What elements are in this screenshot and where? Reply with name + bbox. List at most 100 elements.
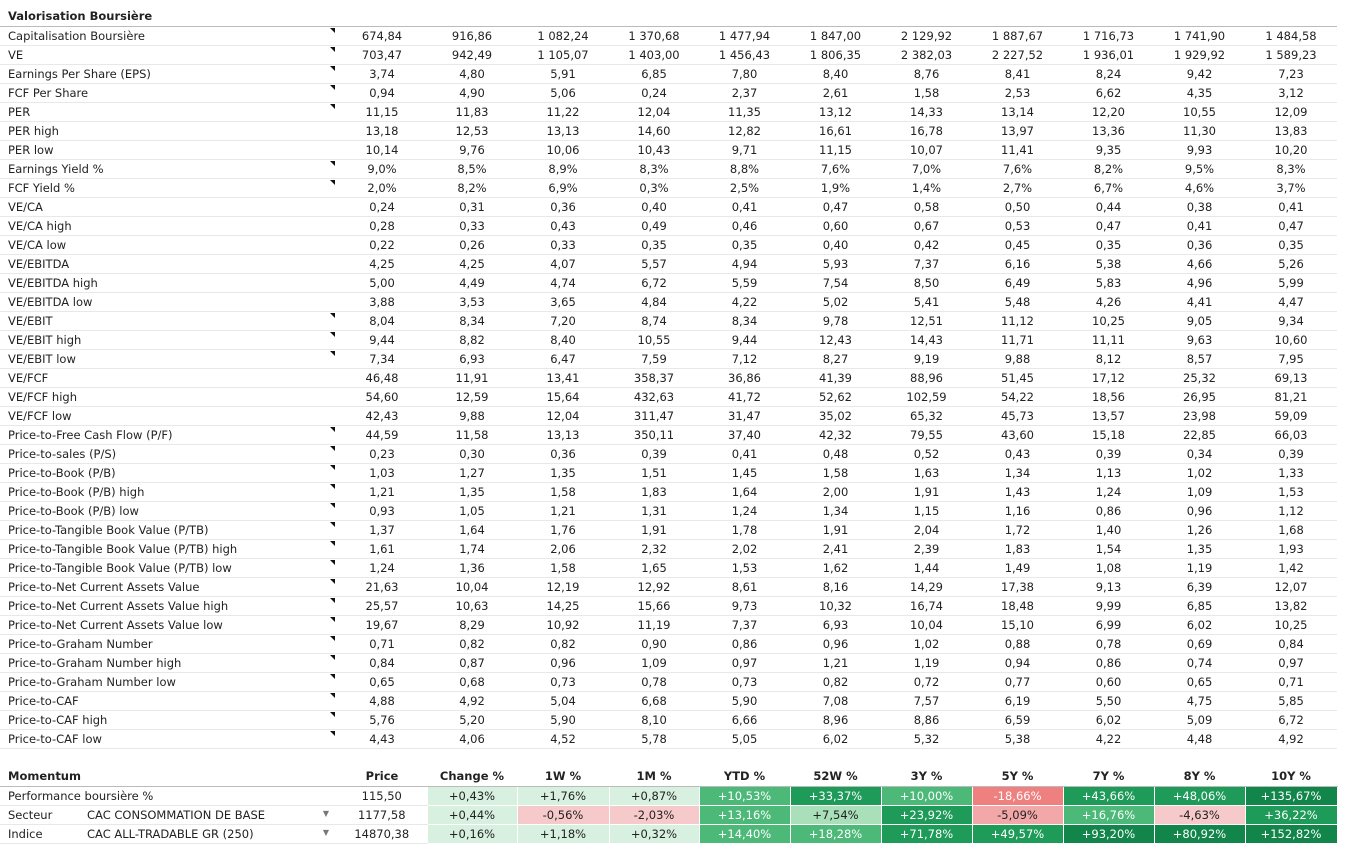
comment-indicator-icon[interactable] bbox=[330, 427, 335, 432]
performance-cell: -4,63% bbox=[1154, 805, 1245, 824]
value-cell: 0,86 bbox=[699, 634, 790, 653]
comment-indicator-icon[interactable] bbox=[330, 28, 335, 33]
value-cell: 1,09 bbox=[1154, 482, 1245, 501]
row-label-text: VE/FCF high bbox=[8, 390, 77, 404]
value-cell: 2,39 bbox=[881, 539, 972, 558]
row-label: Earnings Per Share (EPS) bbox=[0, 64, 337, 83]
value-cell: 1 806,35 bbox=[790, 45, 881, 64]
value-cell: 0,71 bbox=[1245, 672, 1337, 691]
comment-indicator-icon[interactable] bbox=[330, 541, 335, 546]
row-label-text: Price-to-Graham Number high bbox=[8, 656, 181, 670]
comment-indicator-icon[interactable] bbox=[330, 693, 335, 698]
comment-indicator-icon[interactable] bbox=[330, 85, 335, 90]
value-cell: 52,62 bbox=[790, 387, 881, 406]
comment-indicator-icon[interactable] bbox=[330, 674, 335, 679]
row-label-text: Price-to-Tangible Book Value (P/TB) low bbox=[8, 561, 232, 575]
value-cell: 4,22 bbox=[1063, 729, 1154, 748]
value-cell: 1,58 bbox=[790, 463, 881, 482]
comment-indicator-icon[interactable] bbox=[330, 655, 335, 660]
value-cell: 0,31 bbox=[427, 197, 517, 216]
comment-indicator-icon[interactable] bbox=[330, 522, 335, 527]
valuation-row: VE/EBITDA 4,25 4,25 4,07 5,57 4,94 5,93 7,37 6,1… bbox=[0, 254, 1337, 273]
value-cell: 11,11 bbox=[1063, 330, 1154, 349]
value-cell: 9,78 bbox=[790, 311, 881, 330]
comment-indicator-icon[interactable] bbox=[330, 351, 335, 356]
value-cell: 1 847,00 bbox=[790, 26, 881, 45]
value-cell: 9,44 bbox=[699, 330, 790, 349]
comment-indicator-icon[interactable] bbox=[330, 598, 335, 603]
value-cell: 5,38 bbox=[972, 729, 1063, 748]
value-cell: 8,3% bbox=[1245, 159, 1337, 178]
comment-indicator-icon[interactable] bbox=[330, 332, 335, 337]
comment-indicator-icon[interactable] bbox=[330, 180, 335, 185]
momentum-header-cell: YTD % bbox=[699, 767, 790, 786]
row-label-text: Price-to-Graham Number bbox=[8, 637, 153, 651]
row-label-text: VE/FCF bbox=[8, 371, 48, 385]
value-cell: 5,78 bbox=[609, 729, 699, 748]
value-cell: 0,86 bbox=[1063, 501, 1154, 520]
value-cell: 19,67 bbox=[337, 615, 427, 634]
value-cell: 10,60 bbox=[1245, 330, 1337, 349]
comment-indicator-icon[interactable] bbox=[330, 712, 335, 717]
value-cell: 1 370,68 bbox=[609, 26, 699, 45]
row-label-text: Price-to-Book (P/B) low bbox=[8, 504, 139, 518]
momentum-row-label[interactable]: Secteur CAC CONSOMMATION DE BASE ▼ bbox=[0, 805, 337, 824]
value-cell: 4,48 bbox=[1154, 729, 1245, 748]
row-label-text: VE/EBITDA low bbox=[8, 295, 92, 309]
momentum-row-label[interactable]: Indice CAC ALL-TRADABLE GR (250) ▼ bbox=[0, 824, 337, 843]
value-cell: 0,86 bbox=[1063, 653, 1154, 672]
comment-indicator-icon[interactable] bbox=[330, 503, 335, 508]
comment-indicator-icon[interactable] bbox=[330, 313, 335, 318]
value-cell: 1,43 bbox=[972, 482, 1063, 501]
comment-indicator-icon[interactable] bbox=[330, 484, 335, 489]
value-cell: 5,09 bbox=[1154, 710, 1245, 729]
valuation-row: PER low 10,14 9,76 10,06 10,43 9,71 11,15 10,07… bbox=[0, 140, 1337, 159]
valuation-row: Price-to-Net Current Assets Value high 25… bbox=[0, 596, 1337, 615]
value-cell: 3,7% bbox=[1245, 178, 1337, 197]
value-cell: 1,33 bbox=[1245, 463, 1337, 482]
value-cell: 42,43 bbox=[337, 406, 427, 425]
value-cell: 4,41 bbox=[1154, 292, 1245, 311]
value-cell: 1,91 bbox=[881, 482, 972, 501]
row-label: Price-to-Graham Number bbox=[0, 634, 337, 653]
comment-indicator-icon[interactable] bbox=[330, 104, 335, 109]
momentum-header-cell: 52W % bbox=[790, 767, 881, 786]
value-cell: 0,69 bbox=[1154, 634, 1245, 653]
comment-indicator-icon[interactable] bbox=[330, 579, 335, 584]
value-cell: 11,12 bbox=[972, 311, 1063, 330]
comment-indicator-icon[interactable] bbox=[330, 636, 335, 641]
row-label-text: Price-to-Graham Number low bbox=[8, 675, 176, 689]
value-cell: 4,84 bbox=[609, 292, 699, 311]
comment-indicator-icon[interactable] bbox=[330, 465, 335, 470]
value-cell: 0,94 bbox=[337, 83, 427, 102]
value-cell: 17,12 bbox=[1063, 368, 1154, 387]
value-cell: 6,59 bbox=[972, 710, 1063, 729]
value-cell: 1,54 bbox=[1063, 539, 1154, 558]
comment-indicator-icon[interactable] bbox=[330, 617, 335, 622]
value-cell: 1,44 bbox=[881, 558, 972, 577]
comment-indicator-icon[interactable] bbox=[330, 731, 335, 736]
value-cell: 13,36 bbox=[1063, 121, 1154, 140]
value-cell: 9,88 bbox=[427, 406, 517, 425]
row-label: FCF Yield % bbox=[0, 178, 337, 197]
dropdown-arrow-icon[interactable]: ▼ bbox=[323, 809, 329, 818]
performance-cell: +1,76% bbox=[517, 786, 609, 805]
value-cell: 2 382,03 bbox=[881, 45, 972, 64]
value-cell: 0,60 bbox=[790, 216, 881, 235]
value-cell: 2 227,52 bbox=[972, 45, 1063, 64]
value-cell: 9,42 bbox=[1154, 64, 1245, 83]
valuation-row: VE 703,47 942,49 1 105,07 1 403,00 1 456,43 1 … bbox=[0, 45, 1337, 64]
dropdown-arrow-icon[interactable]: ▼ bbox=[323, 828, 329, 837]
comment-indicator-icon[interactable] bbox=[330, 446, 335, 451]
performance-cell: +14,40% bbox=[699, 824, 790, 843]
comment-indicator-icon[interactable] bbox=[330, 161, 335, 166]
comment-indicator-icon[interactable] bbox=[330, 66, 335, 71]
comment-indicator-icon[interactable] bbox=[330, 560, 335, 565]
comment-indicator-icon[interactable] bbox=[330, 47, 335, 52]
value-cell: 1,93 bbox=[1245, 539, 1337, 558]
valuation-row: Price-to-sales (P/S) 0,23 0,30 0,36 0,39 0,41… bbox=[0, 444, 1337, 463]
row-label: Price-to-Net Current Assets Value low bbox=[0, 615, 337, 634]
value-cell: 0,39 bbox=[1063, 444, 1154, 463]
row-label: Price-to-Book (P/B) low bbox=[0, 501, 337, 520]
value-cell: 8,34 bbox=[699, 311, 790, 330]
